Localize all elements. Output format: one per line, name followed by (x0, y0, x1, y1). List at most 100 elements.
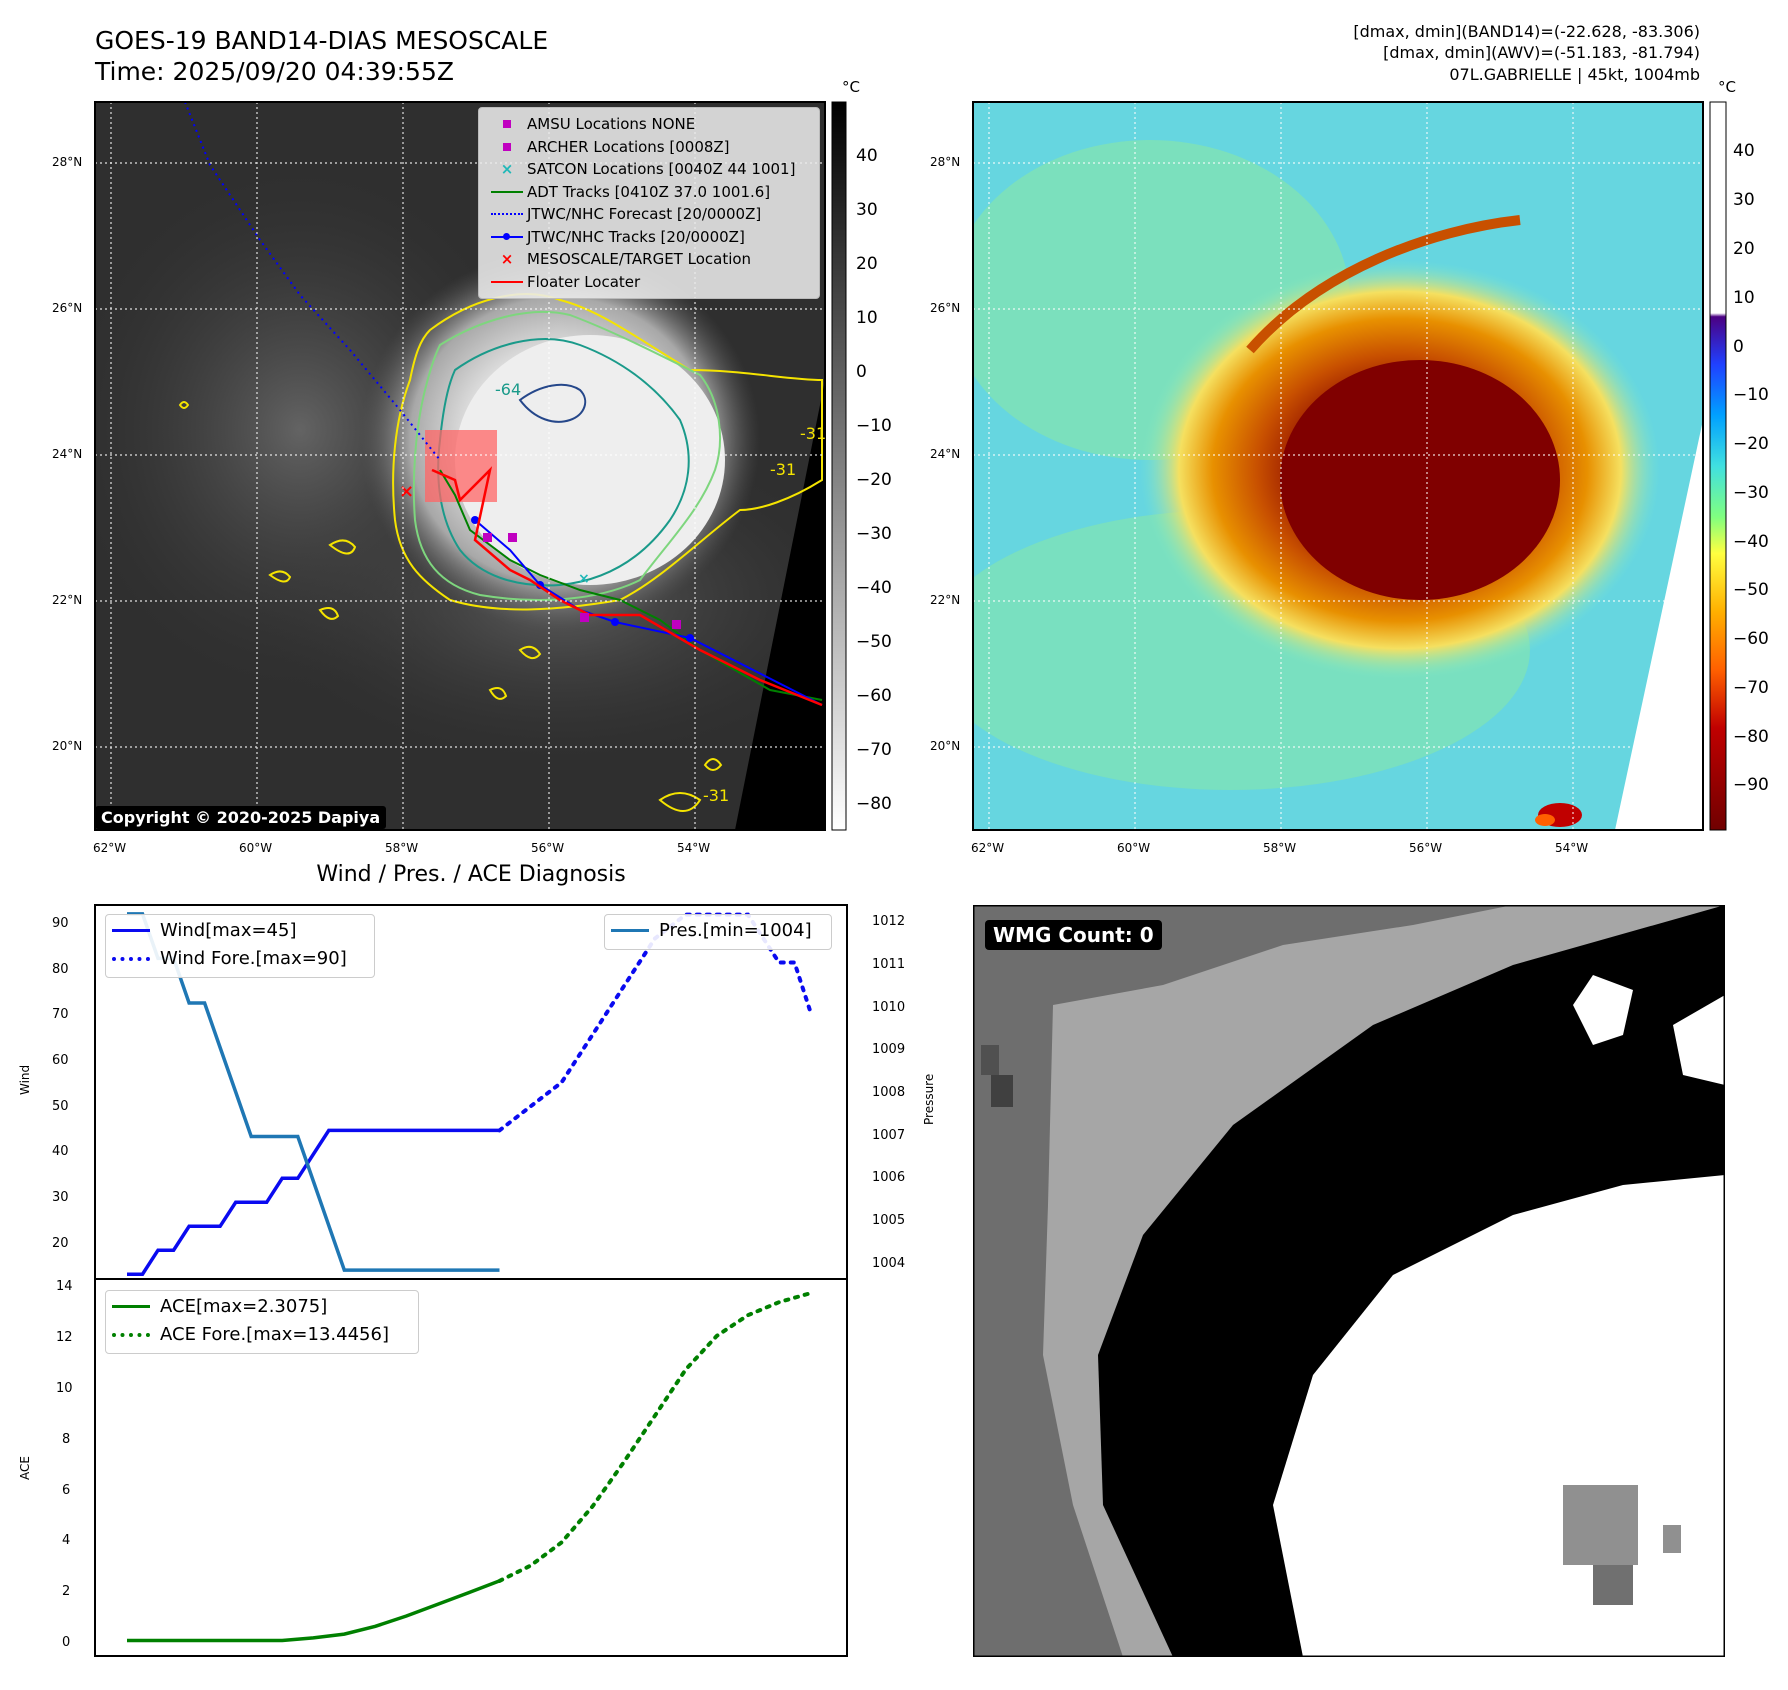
line-marker-icon (491, 280, 523, 283)
colorbar-unit: °C (1718, 78, 1736, 96)
pressure-axis-label: Pressure (922, 1073, 936, 1125)
ace-tick: 12 (56, 1330, 73, 1345)
legend-label: SATCON Locations [0040Z 44 1001] (527, 160, 796, 179)
colorbar-tick: 20 (1733, 239, 1755, 259)
lat-label: 22°N (930, 593, 961, 607)
lon-label: 58°W (385, 841, 419, 855)
legend-label: ACE Fore.[max=13.4456] (160, 1324, 389, 1345)
legend-item-pressure: Pres.[min=1004] (611, 920, 812, 941)
legend-item-amsu: AMSU Locations NONE (487, 113, 817, 136)
colorbar-tick: 10 (1733, 288, 1755, 308)
colorbar-tick: −60 (856, 686, 892, 706)
solid-line-icon (112, 929, 150, 932)
legend-item-wind: Wind[max=45] (112, 920, 297, 941)
x-marker-icon: × (500, 160, 514, 179)
ace-series-line (127, 1579, 501, 1643)
legend-label: ADT Tracks [0410Z 37.0 1001.6] (527, 182, 771, 201)
legend-label: MESOSCALE/TARGET Location (527, 250, 752, 269)
colorbar-tick: −50 (1733, 580, 1769, 600)
lon-label: 58°W (1263, 841, 1297, 855)
wind-series-line (127, 1128, 500, 1276)
legend-label: JTWC/NHC Forecast [20/0000Z] (527, 205, 762, 224)
legend-label: Wind[max=45] (160, 920, 297, 941)
legend-label: Pres.[min=1004] (659, 920, 812, 941)
awv-colorbar (1709, 101, 1727, 831)
legend-label: Floater Locater (527, 272, 641, 291)
wind-tick: 40 (52, 1144, 69, 1159)
lat-label: 20°N (930, 739, 961, 753)
x-marker-icon: × (500, 250, 514, 269)
ace-tick: 4 (62, 1533, 71, 1548)
map-legend: AMSU Locations NONE ARCHER Locations [00… (478, 107, 820, 299)
pressure-tick: 1011 (872, 957, 906, 972)
contour-label: -31 (770, 460, 797, 479)
legend-item-wind-forecast: Wind Fore.[max=90] (112, 948, 347, 969)
floater-track (431, 466, 823, 707)
colorbar-tick: −20 (856, 470, 892, 490)
colorbar-tick: 10 (856, 308, 878, 328)
wind-axis-label: Wind (18, 1064, 32, 1095)
colorbar-tick: −70 (1733, 678, 1769, 698)
pressure-tick: 1007 (872, 1128, 906, 1143)
colorbar-tick: −30 (856, 524, 892, 544)
stats-line-1: [dmax, dmin](BAND14)=(-22.628, -83.306) (1353, 22, 1700, 41)
lat-label: 28°N (52, 155, 83, 169)
pressure-tick: 1005 (872, 1213, 906, 1228)
legend-item-forecast: JTWC/NHC Forecast [20/0000Z] (487, 203, 817, 226)
solid-line-icon (112, 1305, 150, 1308)
ace-tick: 10 (56, 1381, 73, 1396)
lon-label: 60°W (239, 841, 273, 855)
lon-label: 54°W (1555, 841, 1589, 855)
pressure-tick: 1009 (872, 1042, 906, 1057)
colorbar-tick: 0 (856, 362, 867, 382)
colorbar-tick: 30 (1733, 190, 1755, 210)
wind-pressure-chart (94, 904, 848, 1657)
wind-legend: Wind[max=45] Wind Fore.[max=90] (105, 914, 375, 978)
dotted-line-icon (491, 213, 523, 216)
legend-item-satcon: × SATCON Locations [0040Z 44 1001] (487, 158, 817, 181)
legend-item-adt: ADT Tracks [0410Z 37.0 1001.6] (487, 181, 817, 204)
lat-label: 26°N (930, 301, 961, 315)
colorbar-tick: 20 (856, 254, 878, 274)
contour-green (412, 310, 721, 601)
ace-tick: 0 (62, 1635, 71, 1650)
colorbar-tick: −70 (856, 740, 892, 760)
awv-enhanced-map (972, 101, 1727, 831)
wind-tick: 30 (52, 1190, 69, 1205)
figure-time: Time: 2025/09/20 04:39:55Z (95, 57, 454, 86)
mesoscale-target-marker: × (399, 481, 414, 502)
legend-item-ace: ACE[max=2.3075] (112, 1296, 327, 1317)
dotted-line-icon (112, 1332, 150, 1337)
colorbar-unit: °C (842, 78, 860, 96)
wind-tick: 60 (52, 1053, 69, 1068)
lat-label: 24°N (930, 447, 961, 461)
lon-label: 60°W (1117, 841, 1151, 855)
line-marker-icon (491, 190, 523, 193)
wind-tick: 20 (52, 1236, 69, 1251)
colorbar-tick: −50 (856, 632, 892, 652)
storm-summary: 07L.GABRIELLE | 45kt, 1004mb (1449, 65, 1700, 84)
colorbar-tick: −20 (1733, 434, 1769, 454)
ace-forecast-series-line (497, 1291, 812, 1583)
pressure-legend: Pres.[min=1004] (604, 914, 832, 950)
legend-item-tracks: JTWC/NHC Tracks [20/0000Z] (487, 226, 817, 249)
legend-label: ARCHER Locations [0008Z] (527, 137, 730, 156)
lon-label: 62°W (971, 841, 1005, 855)
colorbar-tick: −80 (856, 794, 892, 814)
wmg-panel (973, 905, 1725, 1657)
colorbar-tick: −60 (1733, 629, 1769, 649)
lat-label: 20°N (52, 739, 83, 753)
legend-item-ace-forecast: ACE Fore.[max=13.4456] (112, 1324, 389, 1345)
colorbar-tick: −10 (856, 416, 892, 436)
pressure-series-line (127, 912, 500, 1272)
lat-label: 28°N (930, 155, 961, 169)
colorbar-tick: −90 (1733, 775, 1769, 795)
lon-label: 56°W (531, 841, 565, 855)
legend-item-target: × MESOSCALE/TARGET Location (487, 248, 817, 271)
ace-tick: 2 (62, 1584, 71, 1599)
legend-item-archer: ARCHER Locations [0008Z] (487, 136, 817, 159)
lon-label: 54°W (677, 841, 711, 855)
wind-tick: 70 (52, 1007, 69, 1022)
dotted-line-icon (112, 956, 150, 961)
colorbar-tick: −10 (1733, 385, 1769, 405)
